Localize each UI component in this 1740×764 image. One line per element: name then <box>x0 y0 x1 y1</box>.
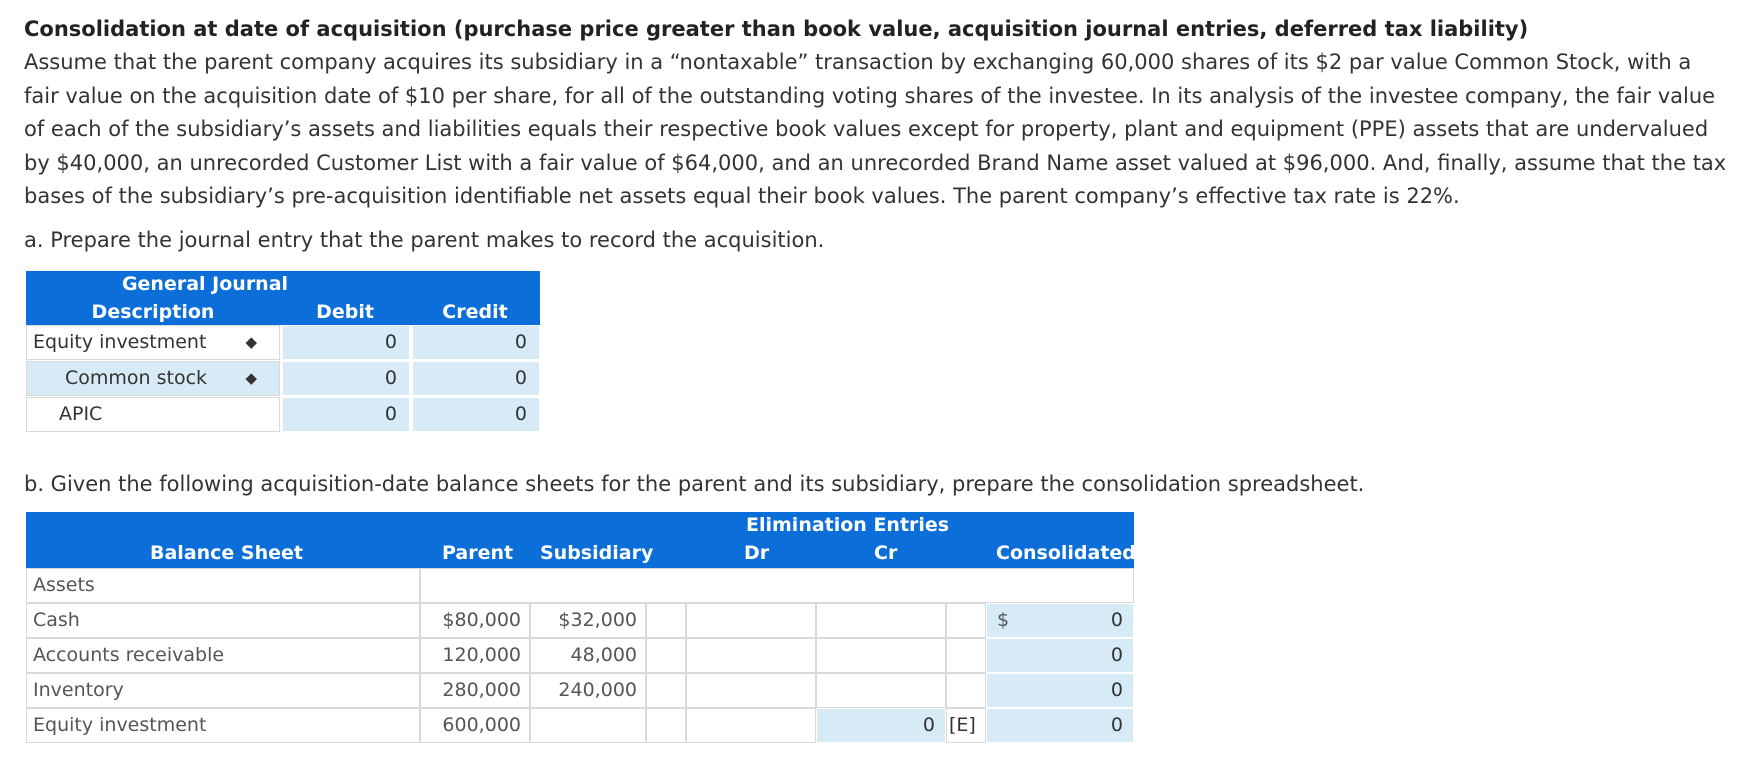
part-b-question: b. Given the following acquisition-date … <box>24 472 1365 496</box>
journal-row: APIC 0 0 <box>26 397 540 433</box>
select-arrows-icon: ◆ <box>245 333 257 351</box>
cr-cell <box>816 673 946 708</box>
journal-row: Common stock ◆ 0 0 <box>26 361 540 397</box>
table-row: Equity investment 600,000 0 [E] 0 <box>26 708 1134 743</box>
cr-tag-cell <box>946 673 986 708</box>
account-input[interactable]: APIC <box>26 397 280 432</box>
table-row: Cash $80,000 $32,000 $ 0 <box>26 603 1134 638</box>
cr-header: Cr <box>874 542 898 564</box>
table-row: Inventory 280,000 240,000 0 <box>26 673 1134 708</box>
account-input-value: APIC <box>59 403 103 425</box>
parent-header: Parent <box>442 542 514 564</box>
description-header: Description <box>91 301 215 323</box>
row-label: Equity investment <box>26 708 420 743</box>
subsidiary-value: 48,000 <box>530 638 646 673</box>
credit-input[interactable]: 0 <box>412 397 540 432</box>
dr-cell <box>686 603 816 638</box>
debit-input[interactable]: 0 <box>282 361 410 396</box>
dr-tag-cell <box>646 708 686 743</box>
debit-input[interactable]: 0 <box>282 397 410 432</box>
dr-tag-cell <box>646 603 686 638</box>
account-select[interactable]: Equity investment ◆ <box>26 325 280 360</box>
general-journal-header: General Journal Description Debit Credit <box>26 271 540 325</box>
cr-cell <box>816 638 946 673</box>
consolidated-input[interactable]: 0 <box>986 708 1134 743</box>
dr-tag-cell <box>646 673 686 708</box>
section-row: Assets <box>26 568 1134 603</box>
subsidiary-value: $32,000 <box>530 603 646 638</box>
parent-value: $80,000 <box>420 603 530 638</box>
subsidiary-value: 240,000 <box>530 673 646 708</box>
account-select[interactable]: Common stock ◆ <box>26 361 280 396</box>
journal-row: Equity investment ◆ 0 0 <box>26 325 540 361</box>
consolidated-input[interactable]: 0 <box>986 673 1134 708</box>
consolidated-input[interactable]: $ 0 <box>986 603 1134 638</box>
parent-value: 120,000 <box>420 638 530 673</box>
consolidation-spreadsheet: Balance Sheet Parent Subsidiary Eliminat… <box>26 512 1136 743</box>
table-row: Accounts receivable 120,000 48,000 0 <box>26 638 1134 673</box>
parent-value: 600,000 <box>420 708 530 743</box>
cr-tag-cell <box>946 638 986 673</box>
general-journal-table: General Journal Description Debit Credit… <box>26 271 540 433</box>
consolidated-value: 0 <box>1110 609 1123 631</box>
debit-input[interactable]: 0 <box>282 325 410 360</box>
consolidated-input[interactable]: 0 <box>986 638 1134 673</box>
parent-value: 280,000 <box>420 673 530 708</box>
cr-tag-cell <box>946 603 986 638</box>
dr-cell <box>686 708 816 743</box>
dr-cell <box>686 673 816 708</box>
subsidiary-header: Subsidiary <box>540 542 654 564</box>
problem-text: Assume that the parent company acquires … <box>24 50 1727 208</box>
spreadsheet-header: Balance Sheet Parent Subsidiary Eliminat… <box>26 512 1136 568</box>
problem-title: Consolidation at date of acquisition (pu… <box>24 17 1529 41</box>
part-a-question: a. Prepare the journal entry that the pa… <box>24 228 825 252</box>
cr-tag-cell: [E] <box>946 708 986 743</box>
balance-sheet-header: Balance Sheet <box>150 542 303 564</box>
debit-header: Debit <box>316 301 374 323</box>
dr-tag-cell <box>646 638 686 673</box>
cr-cell <box>816 603 946 638</box>
account-select-value: Equity investment <box>33 331 207 353</box>
currency-symbol: $ <box>997 609 1010 631</box>
dr-header: Dr <box>744 542 770 564</box>
elimination-entries-header: Elimination Entries <box>746 514 950 536</box>
credit-input[interactable]: 0 <box>412 361 540 396</box>
row-label: Inventory <box>26 673 420 708</box>
select-arrows-icon: ◆ <box>245 369 257 387</box>
subsidiary-value <box>530 708 646 743</box>
general-journal-title: General Journal <box>121 273 289 295</box>
row-label: Cash <box>26 603 420 638</box>
cr-input[interactable]: 0 <box>816 708 946 743</box>
credit-header: Credit <box>442 301 508 323</box>
dr-cell <box>686 638 816 673</box>
consolidated-header: Consolidated <box>996 542 1136 564</box>
credit-input[interactable]: 0 <box>412 325 540 360</box>
section-label: Assets <box>26 568 420 603</box>
account-select-value: Common stock <box>65 367 208 389</box>
row-label: Accounts receivable <box>26 638 420 673</box>
section-spacer <box>420 568 1134 603</box>
